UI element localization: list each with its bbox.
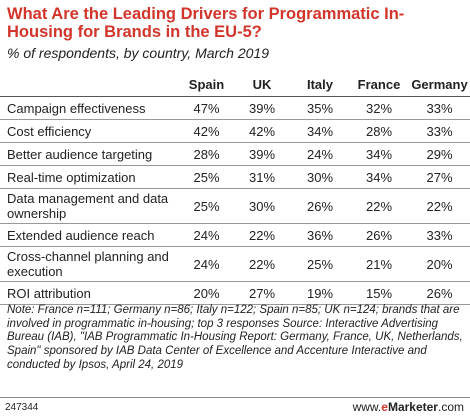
table-cell: 22% xyxy=(233,246,291,282)
column-header: France xyxy=(349,72,409,97)
row-label: ROI attribution xyxy=(0,281,180,305)
row-label: Data management and data ownership xyxy=(0,188,180,224)
data-table: Spain UK Italy France Germany Campaign e… xyxy=(0,72,470,305)
table-cell: 25% xyxy=(180,165,233,189)
table-cell: 20% xyxy=(409,246,470,282)
table-cell: 39% xyxy=(233,96,291,120)
table-cell: 24% xyxy=(180,246,233,282)
table-cell: 25% xyxy=(180,188,233,224)
chart-id: 247344 xyxy=(5,402,39,413)
table-row: Cross-channel planning and execution 24%… xyxy=(0,246,470,282)
row-label: Better audience targeting xyxy=(0,142,180,166)
table-row: ROI attribution 20% 27% 19% 15% 26% xyxy=(0,281,470,305)
row-label: Cost efficiency xyxy=(0,119,180,143)
chart-title: What Are the Leading Drivers for Program… xyxy=(7,5,405,41)
column-header: Italy xyxy=(291,72,349,97)
table-cell: 33% xyxy=(409,96,470,120)
table-cell: 29% xyxy=(409,142,470,166)
table-cell: 39% xyxy=(233,142,291,166)
table-row: Cost efficiency 42% 42% 34% 28% 33% xyxy=(0,119,470,143)
table-cell: 22% xyxy=(409,188,470,224)
table-cell: 21% xyxy=(349,246,409,282)
column-header-label xyxy=(0,72,180,97)
table-header-row: Spain UK Italy France Germany xyxy=(0,72,470,97)
table-cell: 26% xyxy=(349,223,409,247)
footer: 247344 www.eMarketer.com xyxy=(0,397,470,416)
table-cell: 15% xyxy=(349,281,409,305)
table-cell: 24% xyxy=(291,142,349,166)
table-cell: 27% xyxy=(233,281,291,305)
row-label: Extended audience reach xyxy=(0,223,180,247)
table-cell: 33% xyxy=(409,119,470,143)
table-row: Better audience targeting 28% 39% 24% 34… xyxy=(0,142,470,166)
brand-suffix: .com xyxy=(437,400,464,414)
brand-prefix: www. xyxy=(352,400,382,414)
table-cell: 22% xyxy=(349,188,409,224)
table-cell: 26% xyxy=(291,188,349,224)
table-cell: 34% xyxy=(349,165,409,189)
brand-e: e xyxy=(381,400,388,414)
row-label: Campaign effectiveness xyxy=(0,96,180,120)
row-label: Real-time optimization xyxy=(0,165,180,189)
table-cell: 42% xyxy=(180,119,233,143)
table-row: Extended audience reach 24% 22% 36% 26% … xyxy=(0,223,470,247)
table-cell: 30% xyxy=(233,188,291,224)
table-cell: 22% xyxy=(233,223,291,247)
brand-name: Marketer xyxy=(387,400,438,414)
table-cell: 25% xyxy=(291,246,349,282)
table-row: Data management and data ownership 25% 3… xyxy=(0,188,470,224)
table-cell: 31% xyxy=(233,165,291,189)
emarketer-logo: www.eMarketer.com xyxy=(353,400,464,414)
table-cell: 32% xyxy=(349,96,409,120)
column-header: Germany xyxy=(409,72,470,97)
table-cell: 34% xyxy=(349,142,409,166)
table-cell: 35% xyxy=(291,96,349,120)
table-cell: 20% xyxy=(180,281,233,305)
table-row: Campaign effectiveness 47% 39% 35% 32% 3… xyxy=(0,96,470,120)
column-header: Spain xyxy=(180,72,233,97)
table-cell: 28% xyxy=(180,142,233,166)
table-cell: 30% xyxy=(291,165,349,189)
table-cell: 33% xyxy=(409,223,470,247)
table-cell: 36% xyxy=(291,223,349,247)
table-cell: 27% xyxy=(409,165,470,189)
table-cell: 28% xyxy=(349,119,409,143)
table-cell: 26% xyxy=(409,281,470,305)
table-row: Real-time optimization 25% 31% 30% 34% 2… xyxy=(0,165,470,189)
table-cell: 24% xyxy=(180,223,233,247)
source-note: Note: France n=111; Germany n=86; Italy … xyxy=(7,304,463,371)
column-header: UK xyxy=(233,72,291,97)
table-cell: 47% xyxy=(180,96,233,120)
chart-subtitle: % of respondents, by country, March 2019 xyxy=(7,45,269,61)
table-cell: 34% xyxy=(291,119,349,143)
table-cell: 19% xyxy=(291,281,349,305)
table-cell: 42% xyxy=(233,119,291,143)
row-label: Cross-channel planning and execution xyxy=(0,246,180,282)
